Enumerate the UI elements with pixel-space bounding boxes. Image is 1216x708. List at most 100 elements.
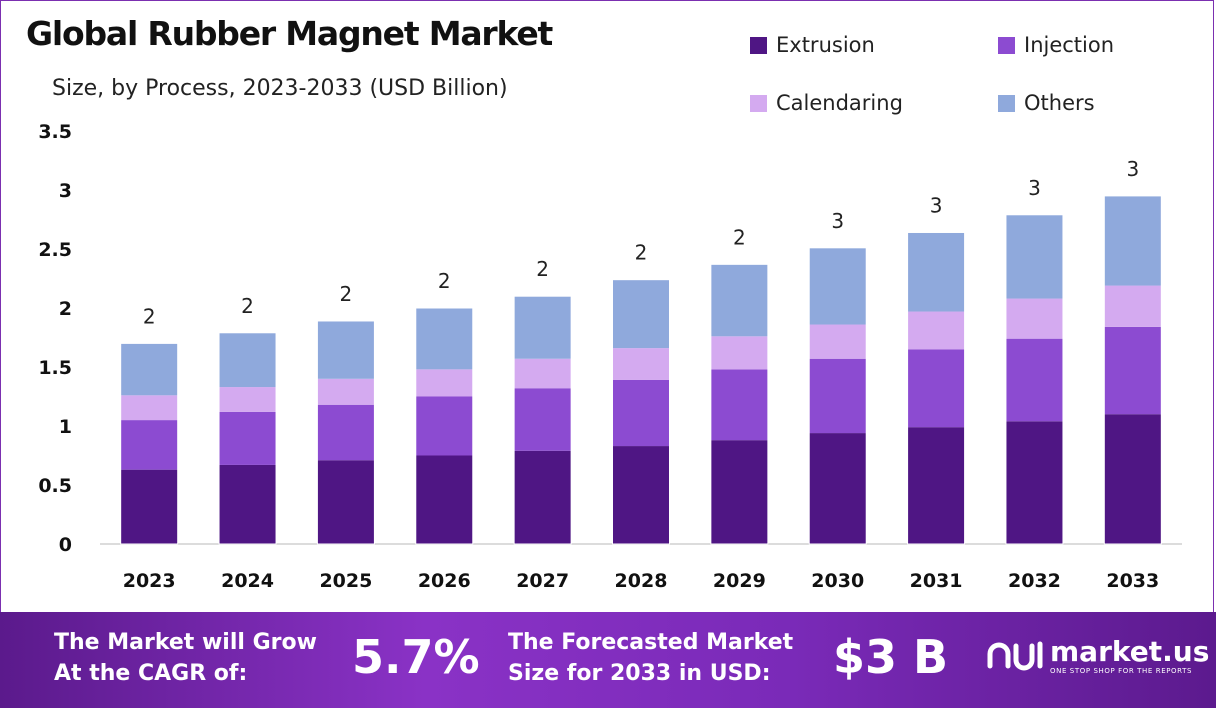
- bar-segment-others: [514, 296, 572, 359]
- bar-segment-extrusion: [219, 464, 277, 544]
- bar-outline: [316, 320, 375, 545]
- bar-segment-others: [710, 264, 768, 337]
- bar-segment-injection: [514, 388, 572, 451]
- bar-segment-calendaring: [1104, 285, 1162, 327]
- x-tick-label: 2031: [910, 570, 963, 592]
- bar-segment-extrusion: [1005, 421, 1063, 544]
- logo-icon: [987, 641, 1043, 671]
- x-tick-label: 2030: [811, 570, 864, 592]
- bar-outline: [1005, 214, 1064, 545]
- bar-segment-others: [415, 308, 473, 370]
- bar-segment-calendaring: [710, 336, 768, 370]
- bar-segment-calendaring: [317, 378, 375, 405]
- y-tick-label: 1: [59, 416, 72, 438]
- chart-subtitle: Size, by Process, 2023-2033 (USD Billion…: [52, 76, 508, 101]
- legend-item-injection: Injection: [998, 33, 1114, 57]
- bar-segment-others: [1005, 214, 1063, 299]
- bar-segment-calendaring: [120, 395, 178, 421]
- bar-segment-injection: [612, 379, 670, 447]
- legend-item-calendaring: Calendaring: [750, 91, 903, 115]
- forecast-caption-line2: Size for 2033 in USD:: [508, 661, 771, 686]
- x-tick-label: 2033: [1106, 570, 1159, 592]
- bar-total-label: 3: [831, 209, 844, 233]
- legend-label-extrusion: Extrusion: [776, 33, 875, 57]
- legend-label-others: Others: [1024, 91, 1095, 115]
- bar-total-label: 3: [930, 193, 943, 217]
- bar-segment-injection: [1104, 326, 1162, 415]
- x-tick-label: 2026: [418, 570, 471, 592]
- bar-segment-others: [907, 232, 965, 312]
- y-tick-label: 2.5: [38, 239, 72, 261]
- bar-segment-calendaring: [219, 387, 277, 412]
- bar-segment-injection: [1005, 338, 1063, 422]
- bar-segment-extrusion: [415, 455, 473, 544]
- bar-segment-others: [317, 320, 375, 379]
- bar-outline: [907, 231, 966, 545]
- bar-total-label: 2: [241, 294, 254, 318]
- bar-segment-extrusion: [514, 450, 572, 544]
- y-tick-label: 0: [59, 534, 72, 556]
- bar-segment-injection: [809, 358, 867, 434]
- bar-segment-extrusion: [1104, 414, 1162, 544]
- forecast-value: $3 B: [833, 630, 949, 684]
- bar-chart: 0 0.5 1 1.5 2 2.5 3 3.5 2 2023 2 2024 2 2025 2 2026 2 202…: [38, 121, 1182, 592]
- x-tick-label: 2028: [615, 570, 668, 592]
- y-tick-label: 3.5: [38, 121, 72, 143]
- bar-segment-others: [612, 279, 670, 349]
- x-tick-label: 2023: [123, 570, 176, 592]
- cagr-caption: The Market will Grow At the CAGR of:: [54, 627, 317, 689]
- bar-segment-extrusion: [317, 460, 375, 544]
- forecast-caption-line1: The Forecasted Market: [508, 630, 794, 655]
- bar-segment-injection: [907, 349, 965, 428]
- x-tick-label: 2024: [221, 570, 274, 592]
- bar-total-label: 2: [340, 282, 353, 306]
- logo-name: market.us: [1050, 635, 1210, 668]
- y-tick-label: 3: [59, 180, 72, 202]
- bar-segment-extrusion: [710, 440, 768, 544]
- legend-swatch-extrusion: [750, 36, 767, 54]
- bar-segment-extrusion: [120, 469, 178, 544]
- bar-segment-others: [1104, 195, 1162, 286]
- cagr-value: 5.7%: [352, 630, 480, 684]
- bar-outline: [612, 279, 670, 545]
- bar-segment-injection: [120, 420, 178, 470]
- bar-segment-others: [809, 247, 867, 325]
- bar-total-label: 2: [143, 304, 156, 328]
- bar-outline: [513, 295, 572, 545]
- bar-outline: [415, 307, 474, 545]
- legend-item-extrusion: Extrusion: [750, 33, 875, 57]
- bar-segment-injection: [219, 411, 277, 465]
- forecast-caption: The Forecasted Market Size for 2033 in U…: [508, 627, 793, 689]
- y-tick-label: 0.5: [38, 475, 72, 497]
- bar-outline: [1103, 195, 1162, 545]
- bar-segment-calendaring: [907, 311, 965, 350]
- cagr-caption-line2: At the CAGR of:: [54, 661, 248, 686]
- x-tick-label: 2029: [713, 570, 766, 592]
- footer-banner: The Market will Grow At the CAGR of: 5.7…: [0, 612, 1216, 708]
- legend-label-calendaring: Calendaring: [776, 91, 903, 115]
- bar-segment-injection: [415, 396, 473, 456]
- market-us-logo: market.us ONE STOP SHOP FOR THE REPORTS: [986, 636, 1209, 676]
- bar-outline: [218, 332, 277, 545]
- bar-segment-extrusion: [809, 433, 867, 544]
- bar-total-label: 3: [1028, 176, 1041, 200]
- bar-total-label: 2: [733, 225, 746, 249]
- bar-outline: [710, 263, 769, 545]
- y-tick-label: 1.5: [38, 357, 72, 379]
- bar-segment-calendaring: [1005, 298, 1063, 339]
- bar-total-label: 2: [536, 257, 549, 281]
- x-tick-label: 2025: [319, 570, 372, 592]
- legend-swatch-others: [998, 94, 1015, 112]
- bar-segment-injection: [710, 369, 768, 441]
- bar-total-label: 2: [438, 269, 451, 293]
- bar-segment-calendaring: [612, 348, 670, 380]
- bar-segment-others: [120, 343, 178, 396]
- bar-outline: [120, 342, 179, 545]
- bar-segment-injection: [317, 404, 375, 461]
- bar-segment-calendaring: [809, 324, 867, 359]
- bar-segment-extrusion: [612, 446, 670, 544]
- bar-segment-calendaring: [415, 369, 473, 397]
- legend-swatch-injection: [998, 36, 1015, 54]
- legend-swatch-calendaring: [750, 94, 767, 112]
- bar-segment-calendaring: [514, 358, 572, 389]
